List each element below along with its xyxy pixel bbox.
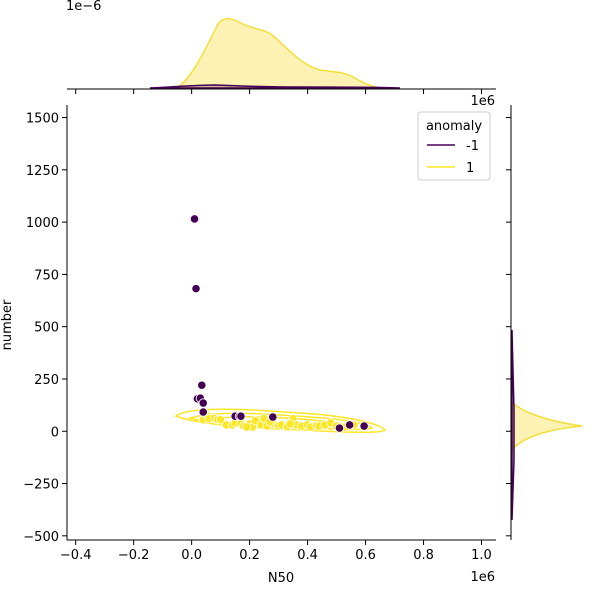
x-tick-label: 0.4 <box>297 548 318 563</box>
right-marginal-kde-negative <box>511 329 515 521</box>
y-tick-label: 0 <box>51 425 59 440</box>
top-marginal-plot: 1e−6 <box>66 0 496 94</box>
x-axis-label: N50 <box>268 571 294 586</box>
x-tick-label: −0.4 <box>60 548 92 563</box>
x-tick-label: 0.0 <box>181 548 202 563</box>
y-tick-label: 750 <box>34 268 59 283</box>
scatter-point-anomaly-neg <box>198 407 208 417</box>
y-tick-label: 250 <box>34 373 59 388</box>
y-tick-label: 1250 <box>26 164 59 179</box>
top-marginal-kde-negative <box>149 84 401 89</box>
legend: anomaly -1 1 <box>417 111 491 181</box>
x-axis-ticks: −0.4 −0.2 0.0 0.2 0.4 0.6 0.8 1.0 <box>60 540 492 563</box>
y-tick-label: −250 <box>23 478 59 493</box>
legend-box <box>417 111 491 181</box>
scatter-point-anomaly-pos <box>285 419 295 429</box>
scatter-point-anomaly-neg <box>345 420 355 430</box>
y-axis-ticks: −500 −250 0 250 500 750 1000 1250 1500 <box>23 112 67 545</box>
y-axis-offset-text: 1e6 <box>470 94 495 109</box>
scatter-point-anomaly-pos <box>216 415 226 425</box>
scatter-point-anomaly-neg <box>189 214 200 224</box>
top-marginal-kde-positive <box>175 17 381 89</box>
scatter-point-anomaly-pos <box>242 422 252 432</box>
y-axis-label: number <box>0 299 15 350</box>
scatter-points <box>189 214 369 433</box>
scatter-point-anomaly-neg <box>334 423 345 433</box>
top-marginal-ticks <box>75 89 483 94</box>
x-tick-label: 0.6 <box>355 548 376 563</box>
x-tick-label: 1.0 <box>471 548 492 563</box>
scatter-point-anomaly-neg <box>236 411 246 421</box>
y-tick-label: −500 <box>23 530 59 545</box>
y-tick-label: 1500 <box>26 112 59 127</box>
scatter-point-anomaly-neg <box>197 380 207 390</box>
legend-label-pos: 1 <box>466 161 474 176</box>
legend-label-neg: -1 <box>466 139 479 154</box>
x-axis-offset-text: 1e6 <box>470 570 495 585</box>
top-marginal-offset-text: 1e−6 <box>66 0 101 14</box>
right-marginal-plot <box>506 105 583 540</box>
right-marginal-ticks <box>506 117 511 537</box>
x-tick-label: −0.2 <box>118 548 150 563</box>
scatter-point-anomaly-neg <box>268 412 278 422</box>
x-tick-label: 0.2 <box>239 548 260 563</box>
main-plot: −0.4 −0.2 0.0 0.2 0.4 0.6 0.8 1.0 −500 −250 0 250 5… <box>0 94 496 586</box>
x-tick-label: 0.8 <box>413 548 434 563</box>
scatter-point-anomaly-neg <box>198 398 208 408</box>
y-tick-label: 1000 <box>26 216 59 231</box>
scatter-point-anomaly-neg <box>191 284 201 294</box>
scatter-point-anomaly-neg <box>359 421 369 431</box>
y-tick-label: 500 <box>34 321 59 336</box>
legend-title: anomaly <box>426 119 482 134</box>
right-marginal-kde-positive <box>511 400 583 453</box>
